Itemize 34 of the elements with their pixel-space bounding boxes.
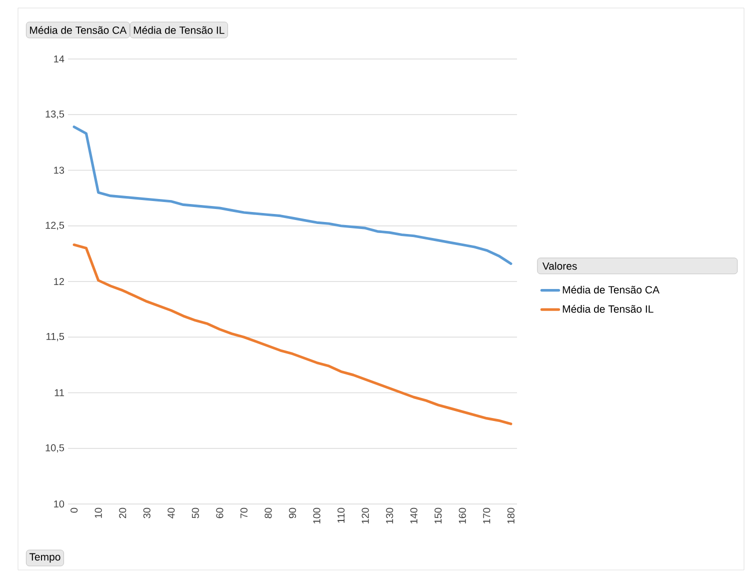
x-tick-label: 180 bbox=[507, 508, 514, 524]
x-tick-label: 100 bbox=[313, 508, 320, 524]
y-tick-label: 10 bbox=[54, 500, 64, 508]
y-tick-label: 12,5 bbox=[46, 222, 64, 230]
x-tick-label: 10 bbox=[94, 508, 102, 518]
x-tick-label: 160 bbox=[458, 508, 466, 524]
y-tick-label: 12 bbox=[54, 278, 64, 285]
x-tick-label: 90 bbox=[288, 508, 296, 518]
x-axis-title: Tempo bbox=[29, 553, 60, 563]
x-tick-label: 30 bbox=[143, 508, 150, 518]
x-tick-label: 130 bbox=[386, 508, 394, 524]
x-tick-label: 60 bbox=[216, 508, 224, 518]
x-tick-label: 80 bbox=[264, 508, 272, 518]
x-tick-label: 40 bbox=[168, 508, 175, 518]
text: Média de Tensão IL bbox=[134, 26, 224, 34]
x-tick-label: 0 bbox=[70, 508, 78, 513]
x-tick-label: 20 bbox=[119, 508, 126, 518]
x-tick-label: 140 bbox=[410, 508, 418, 524]
y-tick-label: 13 bbox=[54, 166, 64, 174]
y-tick-label: 11 bbox=[54, 389, 64, 396]
y-tick-label: 11,5 bbox=[46, 333, 64, 342]
x-tick-label: 150 bbox=[434, 508, 442, 524]
y-tick-label: 10,5 bbox=[46, 444, 64, 452]
x-tick-label: 170 bbox=[483, 508, 490, 524]
x-tick-label: 110 bbox=[338, 508, 345, 523]
x-tick-label: 70 bbox=[240, 508, 248, 518]
y-tick-label: 14 bbox=[54, 56, 64, 62]
x-tick-label: 50 bbox=[192, 508, 199, 518]
legend-title: Valores bbox=[542, 262, 577, 270]
text: Média de Tensão CA bbox=[30, 26, 127, 34]
x-tick-label: 120 bbox=[362, 508, 369, 524]
y-tick-label: 13,5 bbox=[46, 110, 64, 119]
legend-label: Média de Tensão CA bbox=[562, 286, 660, 294]
legend-label: Média de Tensão IL bbox=[562, 304, 654, 313]
